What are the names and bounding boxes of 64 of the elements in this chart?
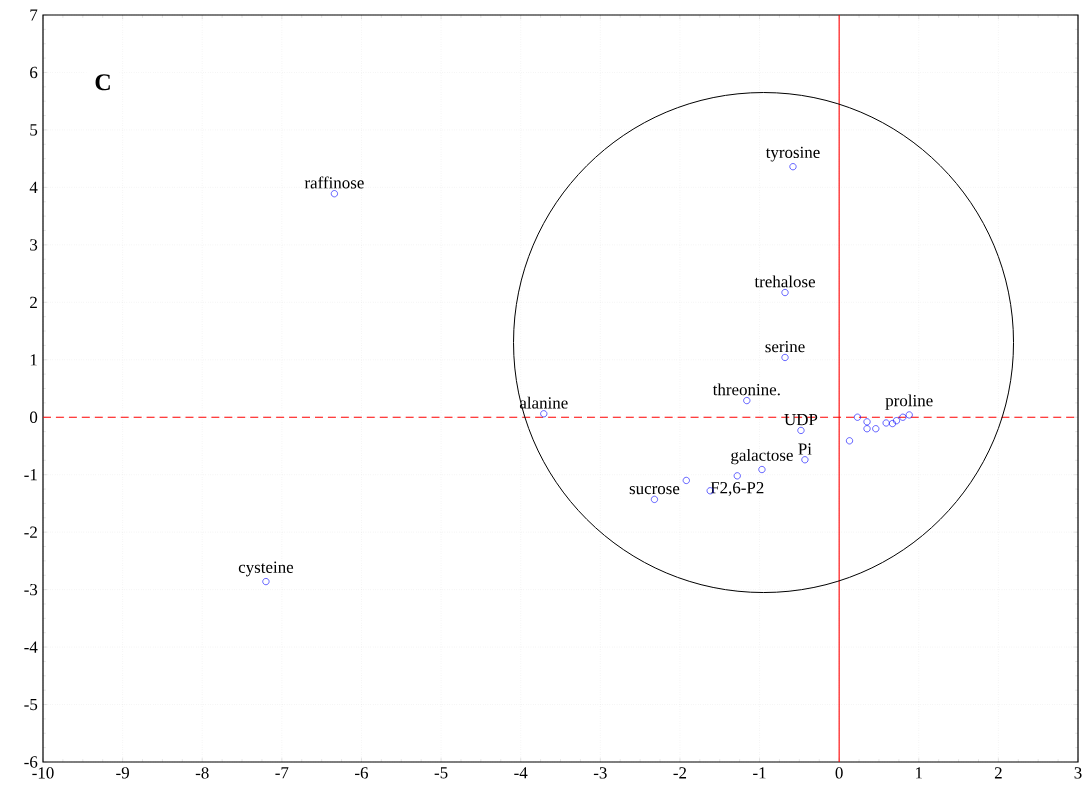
y-tick-label: 1 xyxy=(30,354,37,366)
y-tick-label: 6 xyxy=(30,66,38,79)
point xyxy=(743,397,751,405)
x-tick-label: -2 xyxy=(673,767,687,779)
point xyxy=(540,410,548,418)
y-tick-label: 3 xyxy=(30,239,38,251)
x-tick-label: -3 xyxy=(593,767,607,779)
annotation: F2,6-P2 xyxy=(710,482,764,496)
point xyxy=(882,419,890,427)
x-tick-label: -4 xyxy=(514,767,528,779)
x-tick-label: -5 xyxy=(434,767,448,779)
point xyxy=(758,466,766,474)
x-tick-label: 1 xyxy=(916,767,922,779)
annotation: Pi xyxy=(798,443,812,455)
x-tick-label: -9 xyxy=(116,767,129,779)
point xyxy=(797,426,805,434)
annotation: alanine xyxy=(519,396,568,409)
annotation: tyrosine xyxy=(765,146,820,162)
y-tick-label: 2 xyxy=(30,296,37,308)
point xyxy=(905,411,913,419)
point xyxy=(262,578,270,586)
point xyxy=(863,418,871,426)
point xyxy=(781,353,789,361)
point xyxy=(892,417,900,425)
point xyxy=(789,163,797,171)
point xyxy=(889,420,896,428)
x-tick-label: -6 xyxy=(355,767,369,779)
annotation: trehalose xyxy=(754,275,816,288)
point xyxy=(853,413,861,421)
annotation: cysteine xyxy=(238,561,294,577)
point xyxy=(650,495,658,503)
annotation: sucrose xyxy=(629,486,680,495)
point xyxy=(863,425,871,433)
x-tick-label: -1 xyxy=(753,767,766,779)
point xyxy=(733,472,741,480)
x-tick-label: -8 xyxy=(195,767,209,779)
annotation: threonine. xyxy=(712,383,780,396)
y-tick-label: -3 xyxy=(24,583,38,596)
y-tick-label: 5 xyxy=(30,124,38,136)
y-tick-label: 0 xyxy=(29,411,38,423)
x-tick-label: -10 xyxy=(32,767,54,779)
x-tick-label: 3 xyxy=(1074,767,1082,779)
point xyxy=(682,476,690,484)
annotation: galactose xyxy=(731,448,793,465)
y-tick-label: 4 xyxy=(29,181,38,193)
y-tick-label: -1 xyxy=(24,469,37,481)
text: C xyxy=(95,74,110,91)
point xyxy=(781,289,789,297)
y-tick-label: 7 xyxy=(30,9,38,21)
x-tick-label: 0 xyxy=(835,767,843,779)
annotation: proline xyxy=(885,394,933,410)
y-tick-label: -4 xyxy=(24,641,38,653)
annotation: raffinose xyxy=(304,176,364,189)
y-tick-label: -6 xyxy=(24,756,38,768)
point xyxy=(801,456,809,464)
y-tick-label: -2 xyxy=(24,526,37,538)
point xyxy=(330,190,338,198)
y-tick-label: -5 xyxy=(24,698,38,711)
point xyxy=(846,437,853,445)
point xyxy=(872,425,880,433)
annotation: serine xyxy=(765,340,805,353)
x-tick-label: -7 xyxy=(275,767,289,779)
point xyxy=(899,413,907,421)
x-tick-label: 2 xyxy=(994,767,1002,779)
